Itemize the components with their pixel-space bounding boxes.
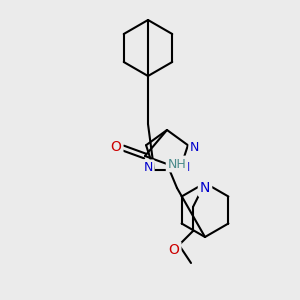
Text: N: N xyxy=(190,141,200,154)
Text: NH: NH xyxy=(168,158,186,170)
Text: N: N xyxy=(200,181,210,195)
Text: O: O xyxy=(111,140,122,154)
Text: O: O xyxy=(169,243,179,257)
Text: N: N xyxy=(181,161,190,174)
Text: N: N xyxy=(143,161,153,174)
